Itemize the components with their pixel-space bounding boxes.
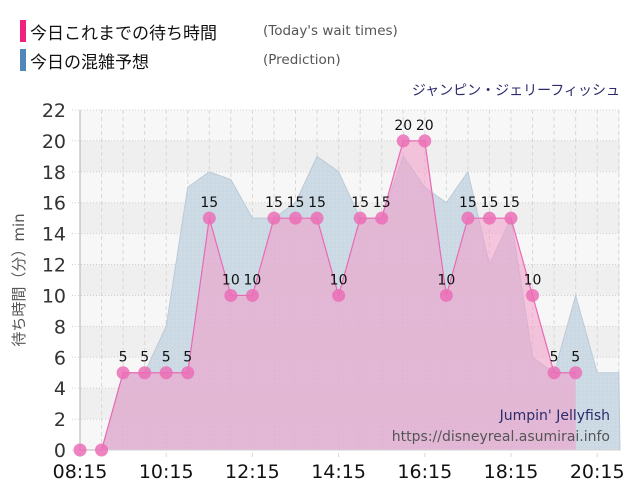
y-tick-label: 6 xyxy=(54,347,66,369)
data-point-label: 20 xyxy=(394,118,412,134)
data-point-label: 15 xyxy=(287,195,305,211)
legend-actual-swatch xyxy=(20,20,26,42)
legend-actual-label-jp: 今日これまでの待ち時間 xyxy=(30,23,217,44)
data-point-marker xyxy=(396,134,410,148)
y-tick-label: 20 xyxy=(42,131,66,153)
data-point-label: 10 xyxy=(222,272,240,288)
data-point-label: 5 xyxy=(183,350,192,366)
data-point-marker xyxy=(569,366,583,380)
data-point-label: 15 xyxy=(308,195,326,211)
data-point-marker xyxy=(73,443,87,457)
y-tick-label: 0 xyxy=(54,440,66,462)
data-point-marker xyxy=(461,211,475,225)
data-point-marker xyxy=(353,211,367,225)
legend-actual-label-en: (Today's wait times) xyxy=(263,23,398,39)
data-point-label: 20 xyxy=(416,118,434,134)
data-point-label: 15 xyxy=(481,195,499,211)
x-tick-label: 20:15 xyxy=(570,461,625,483)
data-point-marker xyxy=(224,288,238,302)
data-point-marker xyxy=(439,288,453,302)
data-point-label: 10 xyxy=(437,272,455,288)
data-point-label: 10 xyxy=(243,272,261,288)
attraction-title: ジャンピン・ジェリーフィッシュ xyxy=(411,83,620,99)
data-point-marker xyxy=(526,288,540,302)
data-point-marker xyxy=(138,366,152,380)
data-point-marker xyxy=(482,211,496,225)
legend-prediction-label-en: (Prediction) xyxy=(263,52,341,68)
data-point-label: 5 xyxy=(140,350,149,366)
data-point-marker xyxy=(202,211,216,225)
x-tick-label: 12:15 xyxy=(225,461,280,483)
x-axis-ticks: 08:15 10:15 12:15 14:15 16:15 18:15 20:15 xyxy=(53,461,625,483)
y-axis-ticks: 0 2 4 6 8 10 12 14 16 18 20 22 xyxy=(42,100,66,462)
data-point-label: 15 xyxy=(373,195,391,211)
y-axis-label: 待ち時間（分）min xyxy=(10,213,28,346)
y-tick-label: 14 xyxy=(42,224,66,246)
data-point-label: 15 xyxy=(502,195,520,211)
data-point-marker xyxy=(418,134,432,148)
x-tick-label: 08:15 xyxy=(53,461,108,483)
data-point-marker xyxy=(245,288,259,302)
y-tick-label: 18 xyxy=(42,162,66,184)
data-point-label: 15 xyxy=(459,195,477,211)
actual-area-path xyxy=(80,140,576,450)
data-point-label: 15 xyxy=(351,195,369,211)
y-tick-label: 4 xyxy=(54,378,66,400)
axes xyxy=(79,110,620,451)
y-tick-label: 12 xyxy=(42,255,66,277)
data-point-label: 5 xyxy=(571,350,580,366)
data-point-marker xyxy=(267,211,281,225)
data-point-marker xyxy=(181,366,195,380)
legend-actual: 今日これまでの待ち時間 (Today's wait times) xyxy=(20,20,398,44)
data-point-label: 10 xyxy=(330,272,348,288)
data-point-marker xyxy=(504,211,518,225)
y-tick-label: 22 xyxy=(42,100,66,122)
data-point-marker xyxy=(310,211,324,225)
legend-prediction-label-jp: 今日の混雑予想 xyxy=(30,52,149,73)
plot-band xyxy=(80,140,620,172)
data-point-marker xyxy=(116,366,130,380)
watermark-url: https://disneyreal.asumirai.info xyxy=(392,429,610,445)
y-tick-label: 8 xyxy=(54,316,66,338)
x-tick-label: 14:15 xyxy=(311,461,366,483)
data-point-label: 10 xyxy=(524,272,542,288)
y-tick-label: 10 xyxy=(42,285,66,307)
data-point-marker xyxy=(95,443,109,457)
data-point-marker xyxy=(289,211,302,225)
data-point-label: 5 xyxy=(162,350,171,366)
x-tick-label: 10:15 xyxy=(139,461,194,483)
data-point-label: 5 xyxy=(119,350,128,366)
data-point-marker xyxy=(547,366,561,380)
x-tick-label: 18:15 xyxy=(484,461,539,483)
y-tick-label: 16 xyxy=(42,193,66,215)
data-markers xyxy=(73,134,583,457)
data-point-label: 15 xyxy=(265,195,283,211)
x-tick-label: 16:15 xyxy=(397,461,452,483)
data-point-marker xyxy=(332,288,346,302)
watermark-attraction: Jumpin' Jellyfish xyxy=(499,408,610,424)
legend-prediction-swatch xyxy=(20,49,26,71)
data-point-label: 5 xyxy=(550,350,559,366)
data-point-marker xyxy=(375,211,389,225)
y-tick-label: 2 xyxy=(54,409,66,431)
data-point-marker xyxy=(159,366,173,380)
legend-prediction: 今日の混雑予想 (Prediction) xyxy=(20,49,341,73)
plot-band xyxy=(80,110,620,141)
data-point-label: 15 xyxy=(200,195,218,211)
